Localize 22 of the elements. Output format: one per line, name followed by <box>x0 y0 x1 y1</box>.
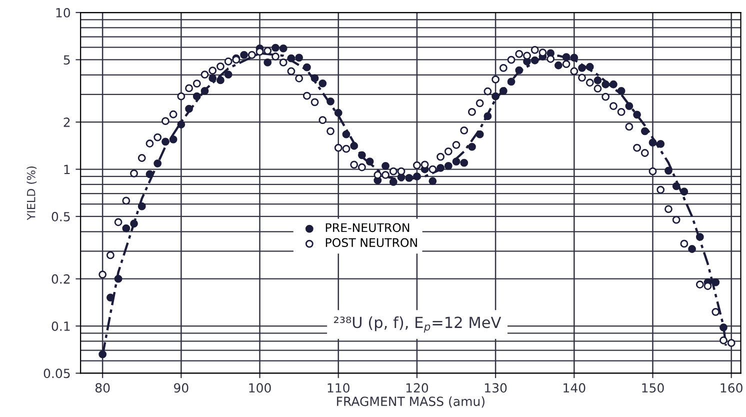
legend-label: PRE-NEUTRON <box>326 223 410 232</box>
legend-label: POST NEUTRON <box>326 238 417 248</box>
x-tick-label: 110 <box>328 383 350 393</box>
x-tick-label: 80 <box>95 383 110 393</box>
y-axis-title: YIELD (%) <box>26 166 37 220</box>
x-tick-label: 150 <box>642 383 664 393</box>
x-tick-label: 90 <box>174 383 188 393</box>
y-tick-label: 5 <box>64 55 70 65</box>
y-tick-label: 10 <box>56 8 70 18</box>
y-tick-label: 0.5 <box>52 212 70 222</box>
y-tick-label: 2 <box>64 118 70 127</box>
annotation: ²³⁸U (p, f), E$_{p}$=12 MeV <box>334 316 502 333</box>
y-tick-label: 0.1 <box>52 322 70 331</box>
x-tick-label: 120 <box>406 383 428 393</box>
y-tick-label: 0.05 <box>44 368 70 378</box>
x-tick-label: 130 <box>485 383 507 393</box>
y-tick-label: 1 <box>64 164 70 174</box>
x-tick-label: 140 <box>564 383 586 393</box>
x-tick-label: 100 <box>249 383 271 393</box>
x-tick-label: 160 <box>720 383 742 393</box>
x-axis-title: FRAGMENT MASS (amu) <box>337 396 484 408</box>
y-tick-label: 0.2 <box>52 274 70 284</box>
